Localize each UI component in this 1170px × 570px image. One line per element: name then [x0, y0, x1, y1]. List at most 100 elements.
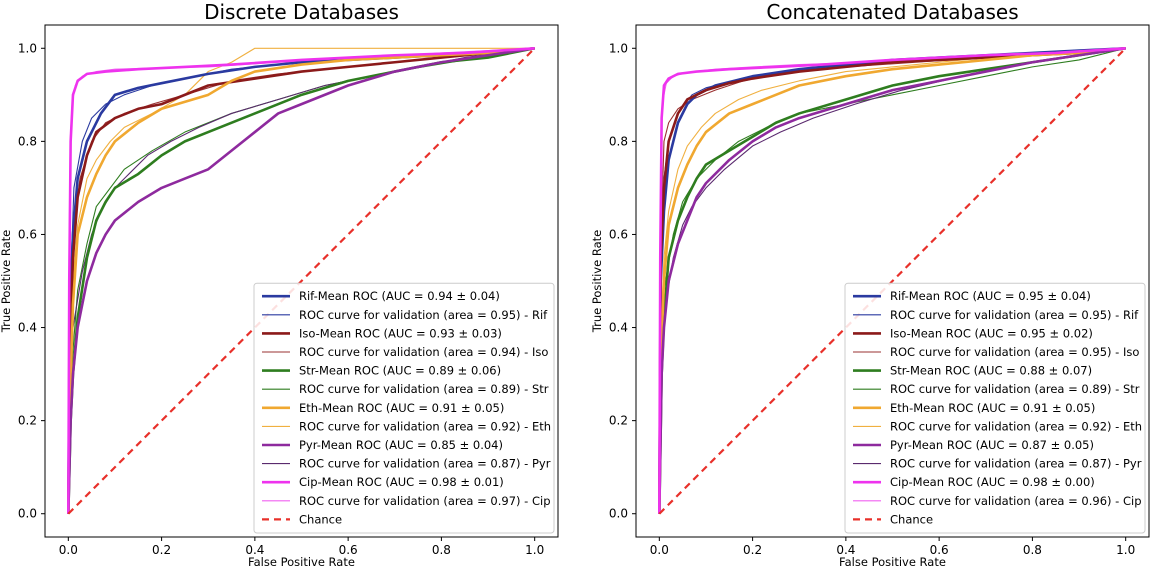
legend-item: ROC curve for validation (area = 0.89) -…	[853, 382, 1140, 396]
legend-label: ROC curve for validation (area = 0.92) -…	[890, 419, 1142, 433]
legend-item: Eth-Mean ROC (AUC = 0.91 ± 0.05)	[262, 401, 504, 415]
legend-label: ROC curve for validation (area = 0.89) -…	[890, 382, 1140, 396]
legend-item: ROC curve for validation (area = 0.92) -…	[853, 419, 1142, 433]
legend-item: ROC curve for validation (area = 0.92) -…	[262, 419, 551, 433]
y-tick-label: 0.8	[18, 134, 37, 148]
legend-item: Chance	[853, 512, 933, 526]
x-tick-label: 0.8	[432, 543, 451, 557]
x-tick-label: 0.6	[930, 543, 949, 557]
legend-label: Eth-Mean ROC (AUC = 0.91 ± 0.05)	[299, 401, 504, 415]
y-tick-label: 1.0	[18, 41, 37, 55]
legend-label: Pyr-Mean ROC (AUC = 0.85 ± 0.04)	[299, 438, 503, 452]
legend-label: Chance	[299, 512, 342, 526]
plot-area	[67, 46, 536, 515]
legend: Rif-Mean ROC (AUC = 0.94 ± 0.04) ROC curv…	[253, 282, 555, 534]
x-axis-label: False Positive Rate	[839, 555, 946, 569]
series-line-13	[658, 47, 1127, 515]
legend-item: Iso-Mean ROC (AUC = 0.93 ± 0.03)	[262, 326, 502, 340]
legend-item: ROC curve for validation (area = 0.95) -…	[853, 345, 1139, 359]
legend-label: ROC curve for validation (area = 0.95) -…	[890, 308, 1139, 322]
axes-frame	[44, 24, 559, 538]
legend-item: Rif-Mean ROC (AUC = 0.95 ± 0.04)	[853, 289, 1091, 303]
legend-item: Chance	[262, 512, 342, 526]
y-tick-label: 0.8	[609, 134, 628, 148]
legend-label: Str-Mean ROC (AUC = 0.88 ± 0.07)	[890, 364, 1092, 378]
y-tick-label: 0.2	[609, 414, 628, 428]
legend-item: ROC curve for validation (area = 0.97) -…	[262, 494, 551, 508]
chart-title: Discrete Databases	[204, 0, 399, 24]
y-tick-label: 0.6	[609, 227, 628, 241]
legend-item: Eth-Mean ROC (AUC = 0.91 ± 0.05)	[853, 401, 1095, 415]
series-line-11	[658, 46, 1126, 514]
legend-item: ROC curve for validation (area = 0.87) -…	[853, 457, 1142, 471]
series-line-3	[658, 46, 1126, 514]
series-line-9	[67, 46, 535, 514]
legend-item: Cip-Mean ROC (AUC = 0.98 ± 0.00)	[853, 475, 1095, 489]
y-tick-label: 0.6	[18, 227, 37, 241]
legend-label: Iso-Mean ROC (AUC = 0.95 ± 0.02)	[890, 326, 1093, 340]
legend-item: ROC curve for validation (area = 0.96) -…	[853, 494, 1142, 508]
legend: Rif-Mean ROC (AUC = 0.95 ± 0.04) ROC curv…	[844, 282, 1146, 534]
x-tick-label: 0.6	[339, 543, 358, 557]
x-tick-label: 0.2	[152, 543, 171, 557]
x-tick-label: 0.4	[245, 543, 264, 557]
legend-item: ROC curve for validation (area = 0.95) -…	[853, 308, 1139, 322]
legend-item: ROC curve for validation (area = 0.87) -…	[262, 457, 551, 471]
series-line-3	[67, 46, 535, 514]
legend-label: ROC curve for validation (area = 0.87) -…	[890, 457, 1142, 471]
y-tick-label: 0.2	[18, 414, 37, 428]
y-tick-label: 0.0	[609, 507, 628, 521]
x-tick-label: 0.0	[650, 543, 669, 557]
series-line-11	[67, 46, 535, 514]
series-line-7	[658, 46, 1126, 514]
series-line-8	[658, 47, 1126, 514]
legend-label: Pyr-Mean ROC (AUC = 0.87 ± 0.05)	[890, 438, 1094, 452]
chart-panel-1: Discrete Databases 0.0 0.0 0.2 0.2 0.4 0.4 0.6 0…	[0, 0, 559, 569]
legend-label: Cip-Mean ROC (AUC = 0.98 ± 0.01)	[299, 475, 504, 489]
legend-item: ROC curve for validation (area = 0.89) -…	[262, 382, 549, 396]
y-axis-label: True Positive Rate	[590, 230, 604, 333]
x-tick-label: 0.8	[1023, 543, 1042, 557]
legend-label: ROC curve for validation (area = 0.95) -…	[299, 308, 548, 322]
legend-label: Rif-Mean ROC (AUC = 0.94 ± 0.04)	[299, 289, 500, 303]
series-line-7	[67, 46, 535, 514]
legend-label: Rif-Mean ROC (AUC = 0.95 ± 0.04)	[890, 289, 1091, 303]
legend-label: Iso-Mean ROC (AUC = 0.93 ± 0.03)	[299, 326, 502, 340]
legend-box	[253, 282, 555, 534]
x-tick-label: 0.2	[743, 543, 762, 557]
y-tick-label: 0.4	[18, 321, 37, 335]
chart-title: Concatenated Databases	[766, 0, 1018, 24]
legend-label: ROC curve for validation (area = 0.96) -…	[890, 494, 1142, 508]
legend-label: ROC curve for validation (area = 0.97) -…	[299, 494, 551, 508]
y-tick-label: 1.0	[609, 41, 628, 55]
series-line-9	[658, 46, 1126, 514]
chart-panel-2: Concatenated Databases 0.0 0.0 0.2 0.2 0.4 0.4…	[590, 0, 1150, 569]
legend-item: Rif-Mean ROC (AUC = 0.94 ± 0.04)	[262, 289, 500, 303]
series-line-13	[67, 47, 536, 515]
x-tick-label: 1.0	[1116, 543, 1135, 557]
legend-label: ROC curve for validation (area = 0.89) -…	[299, 382, 549, 396]
x-tick-label: 1.0	[525, 543, 544, 557]
series-line-5	[658, 46, 1126, 514]
x-tick-label: 0.0	[59, 543, 78, 557]
legend-item: ROC curve for validation (area = 0.95) -…	[262, 308, 548, 322]
legend-item: Iso-Mean ROC (AUC = 0.95 ± 0.02)	[853, 326, 1093, 340]
legend-label: ROC curve for validation (area = 0.94) -…	[299, 345, 548, 359]
legend-item: Pyr-Mean ROC (AUC = 0.85 ± 0.04)	[262, 438, 503, 452]
legend-box	[844, 282, 1146, 534]
legend-label: Str-Mean ROC (AUC = 0.89 ± 0.06)	[299, 364, 501, 378]
y-tick-label: 0.4	[609, 321, 628, 335]
legend-item: Str-Mean ROC (AUC = 0.88 ± 0.07)	[853, 364, 1092, 378]
legend-item: Cip-Mean ROC (AUC = 0.98 ± 0.01)	[262, 475, 504, 489]
legend-item: Pyr-Mean ROC (AUC = 0.87 ± 0.05)	[853, 438, 1094, 452]
legend-label: Eth-Mean ROC (AUC = 0.91 ± 0.05)	[890, 401, 1095, 415]
x-tick-label: 0.4	[836, 543, 855, 557]
legend-item: ROC curve for validation (area = 0.94) -…	[262, 345, 548, 359]
legend-label: ROC curve for validation (area = 0.87) -…	[299, 457, 551, 471]
y-axis-label: True Positive Rate	[0, 230, 13, 333]
legend-label: ROC curve for validation (area = 0.95) -…	[890, 345, 1139, 359]
y-tick-label: 0.0	[18, 507, 37, 521]
axes-frame	[635, 24, 1150, 538]
x-axis-label: False Positive Rate	[248, 555, 355, 569]
